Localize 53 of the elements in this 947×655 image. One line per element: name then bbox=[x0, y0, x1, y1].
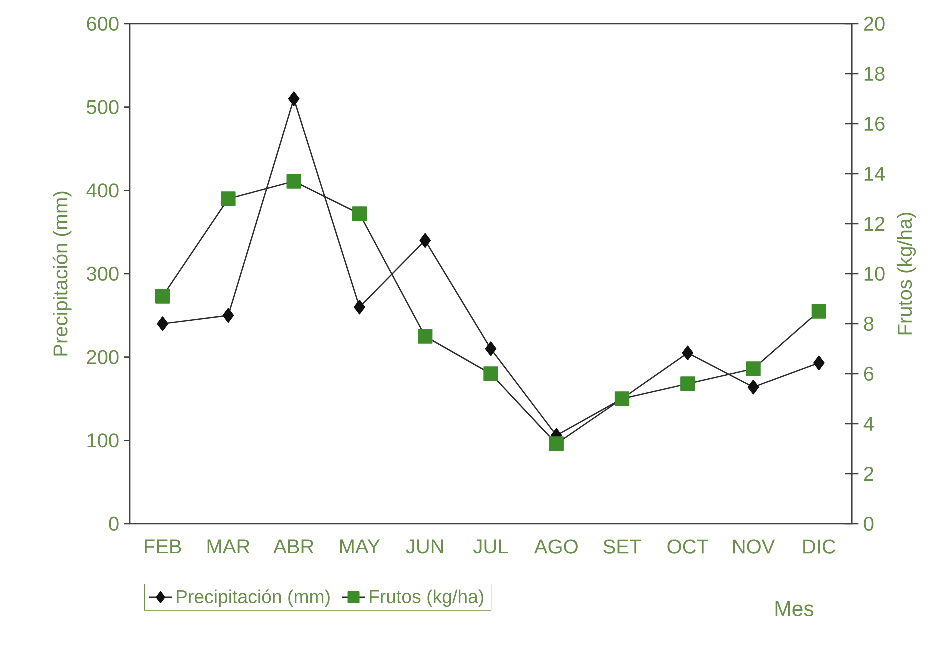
x-tick-label: MAY bbox=[340, 540, 380, 554]
y2-tick-label: 0 bbox=[864, 516, 874, 532]
y-tick-label: 500 bbox=[87, 100, 119, 114]
y-tick-label: 200 bbox=[87, 350, 119, 364]
x-tick-label: NOV bbox=[734, 540, 776, 554]
point bbox=[288, 92, 300, 106]
y2-tick-label: 16 bbox=[864, 116, 885, 132]
x-tick-label: JUL bbox=[474, 540, 508, 554]
point bbox=[680, 376, 696, 392]
point bbox=[420, 233, 432, 248]
point bbox=[746, 362, 761, 376]
y2-tick-label: 12 bbox=[864, 217, 885, 231]
point bbox=[221, 192, 236, 206]
point bbox=[418, 329, 433, 344]
y2-tick-label: 20 bbox=[864, 16, 885, 32]
point bbox=[157, 316, 168, 332]
point bbox=[354, 300, 366, 315]
point bbox=[155, 289, 170, 304]
x-tick-label: DIC bbox=[804, 540, 836, 554]
y-tick-label: 400 bbox=[86, 184, 119, 198]
y2-tick-label: 4 bbox=[864, 417, 874, 431]
legend-label: Precipitación (mm) bbox=[177, 590, 330, 608]
y-tick-label: 600 bbox=[87, 16, 119, 32]
x-tick-label: JUN bbox=[406, 540, 444, 554]
point bbox=[286, 174, 302, 189]
point bbox=[222, 308, 234, 323]
point bbox=[352, 206, 368, 222]
y2-tick-label: 10 bbox=[864, 266, 885, 282]
x-axis-title: Mes bbox=[776, 602, 814, 616]
y2-tick-label: 8 bbox=[864, 316, 874, 332]
x-tick-label: FEB bbox=[145, 540, 182, 554]
point bbox=[812, 304, 827, 319]
point bbox=[682, 346, 694, 360]
x-tick-label: ABR bbox=[274, 540, 314, 554]
point bbox=[484, 366, 498, 382]
point bbox=[748, 380, 760, 395]
point bbox=[814, 356, 825, 370]
y2-tick-label: 2 bbox=[864, 467, 874, 481]
y2-tick-label: 6 bbox=[864, 366, 874, 382]
y-axis-title: Precipitación (mm) bbox=[52, 192, 72, 356]
point bbox=[485, 342, 497, 356]
x-tick-label: OCT bbox=[668, 540, 709, 554]
x-tick-label: AGO bbox=[534, 540, 578, 554]
y2-tick-label: 14 bbox=[864, 167, 886, 181]
y2-tick-label: 18 bbox=[864, 66, 885, 82]
y2-axis-title: Frutos (kg/ha) bbox=[897, 213, 916, 335]
y-tick-label: 300 bbox=[86, 266, 119, 282]
y-tick-label: 0 bbox=[109, 516, 119, 532]
y-tick-label: 100 bbox=[88, 434, 119, 448]
point bbox=[549, 436, 564, 452]
legend-label: Frutos (kg/ha) bbox=[370, 590, 484, 608]
x-tick-label: MAR bbox=[208, 540, 250, 554]
x-tick-label: SET bbox=[604, 540, 642, 554]
